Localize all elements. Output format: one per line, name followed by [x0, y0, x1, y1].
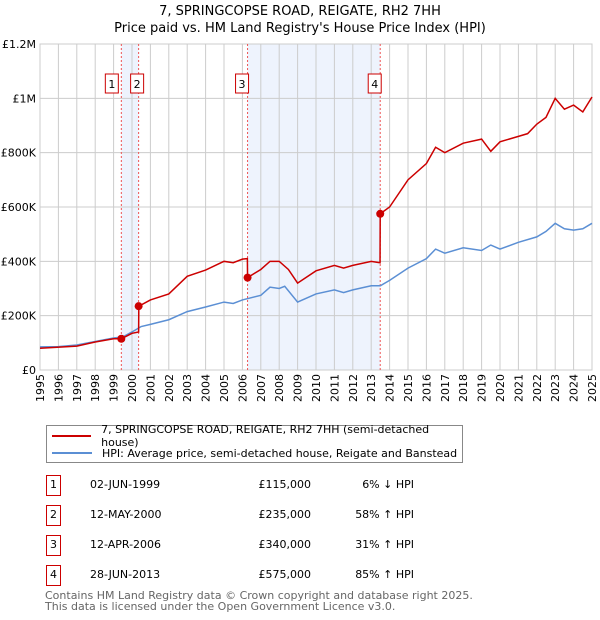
sale-hpi-change: 85% ↑ HPI [355, 568, 414, 581]
x-tick-label: 2001 [144, 374, 157, 402]
x-tick-label: 2023 [549, 374, 562, 402]
sale-label: 3 [239, 78, 246, 91]
x-tick-label: 2017 [439, 374, 452, 402]
legend-label: 7, SPRINGCOPSE ROAD, REIGATE, RH2 7HH (s… [101, 423, 430, 449]
x-tick-label: 2004 [200, 374, 213, 402]
x-tick-label: 2002 [163, 374, 176, 402]
sale-label: 4 [371, 78, 378, 91]
sale-label: 2 [134, 78, 141, 91]
x-tick-label: 2021 [512, 374, 525, 402]
x-tick-label: 1997 [71, 374, 84, 402]
sale-number-badge: 3 [46, 535, 61, 556]
x-tick-label: 1996 [52, 374, 65, 402]
sale-point [134, 302, 143, 311]
sale-number-badge: 1 [46, 475, 61, 496]
sale-row: 1 02-JUN-1999 £115,000 6% ↓ HPI [46, 475, 466, 497]
x-tick-label: 2010 [310, 374, 323, 402]
x-tick-label: 2022 [531, 374, 544, 402]
footer-line-1: Contains HM Land Registry data © Crown c… [45, 589, 473, 602]
sale-number-badge: 4 [46, 565, 61, 586]
x-tick-label: 1995 [34, 374, 47, 402]
x-tick-label: 2006 [236, 374, 249, 402]
y-tick-label: £400K [1, 255, 37, 268]
x-tick-label: 1998 [89, 374, 102, 402]
sale-price: £115,000 [258, 478, 312, 491]
x-tick-label: 2011 [328, 374, 341, 402]
legend: 7, SPRINGCOPSE ROAD, REIGATE, RH2 7HH (s… [46, 423, 463, 463]
x-tick-label: 2020 [494, 374, 507, 402]
sale-hpi-change: 31% ↑ HPI [355, 538, 414, 551]
x-tick-label: 2018 [457, 374, 470, 402]
sale-price: £340,000 [258, 538, 312, 551]
sale-date: 02-JUN-1999 [90, 478, 161, 491]
x-tick-label: 2015 [402, 374, 415, 402]
x-tick-label: 2024 [568, 374, 581, 402]
x-tick-label: 2000 [126, 374, 139, 402]
x-tick-label: 2014 [384, 374, 397, 402]
x-tick-label: 2019 [476, 374, 489, 402]
legend-swatch-red [52, 435, 92, 437]
footer-line-2: This data is licensed under the Open Gov… [45, 600, 396, 613]
sale-row: 4 28-JUN-2013 £575,000 85% ↑ HPI [46, 565, 466, 587]
chart-subtitle: Price paid vs. HM Land Registry's House … [114, 21, 486, 36]
sale-hpi-change: 6% ↓ HPI [362, 478, 414, 491]
price-paid-line [39, 96, 593, 350]
sale-label-box [130, 73, 145, 94]
sale-point [117, 334, 126, 343]
y-tick-label: £200K [1, 310, 37, 323]
price-chart: 1995 1996 1997 1998 1999 2000 2001 2002 2003 2004… [1, 38, 599, 402]
sale-price: £575,000 [258, 568, 312, 581]
sale-label-box [104, 73, 119, 94]
x-tick-label: 2009 [292, 374, 305, 402]
hpi-line [39, 222, 593, 348]
sale-price: £235,000 [258, 508, 312, 521]
sale-date: 12-APR-2006 [90, 538, 162, 551]
x-tick-label: 2012 [347, 374, 360, 402]
x-tick-label: 2013 [365, 374, 378, 402]
x-tick-label: 2025 [586, 374, 599, 402]
legend-item-property: 7, SPRINGCOPSE ROAD, REIGATE, RH2 7HH (s… [47, 423, 462, 449]
y-tick-label: £0 [22, 364, 36, 377]
chart-title: 7, SPRINGCOPSE ROAD, REIGATE, RH2 7HH [159, 4, 441, 19]
sale-label: 1 [108, 78, 115, 91]
sale-row: 3 12-APR-2006 £340,000 31% ↑ HPI [46, 535, 466, 557]
sale-row: 2 12-MAY-2000 £235,000 58% ↑ HPI [46, 505, 466, 527]
plot-border [39, 43, 593, 371]
x-tick-label: 2008 [273, 374, 286, 402]
sale-point [376, 209, 385, 218]
sale-label-box [367, 73, 382, 94]
y-tick-label: £800K [1, 147, 37, 160]
sale-date: 28-JUN-2013 [90, 568, 161, 581]
legend-swatch-blue [52, 452, 92, 454]
y-tick-label: £1.2M [2, 38, 36, 51]
legend-item-hpi: HPI: Average price, semi-detached house,… [47, 445, 457, 461]
sale-hpi-change: 58% ↑ HPI [355, 508, 414, 521]
y-tick-label: £1M [13, 92, 37, 105]
sale-label-box [235, 73, 250, 94]
x-tick-label: 2007 [255, 374, 268, 402]
sale-number-badge: 2 [46, 505, 61, 526]
sale-date: 12-MAY-2000 [90, 508, 162, 521]
x-tick-label: 2003 [181, 374, 194, 402]
y-tick-label: £600K [1, 201, 37, 214]
sale-point [243, 273, 252, 282]
x-tick-label: 2005 [218, 374, 231, 402]
legend-label: HPI: Average price, semi-detached house,… [102, 446, 458, 460]
x-tick-label: 2016 [420, 374, 433, 402]
x-tick-label: 1999 [108, 374, 121, 402]
